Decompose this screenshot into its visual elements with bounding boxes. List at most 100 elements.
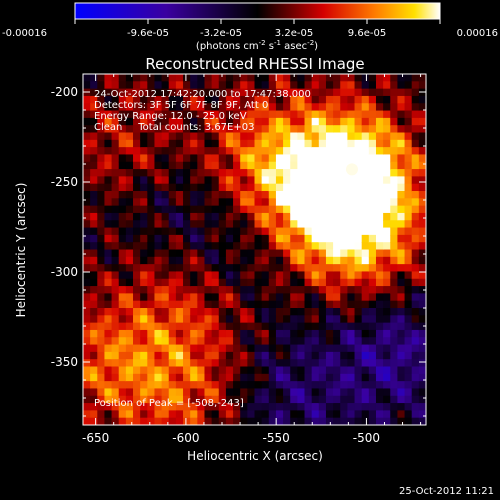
heatmap-cell (361, 315, 370, 324)
heatmap-cell (318, 242, 327, 251)
heatmap-cell (218, 117, 227, 126)
heatmap-cell (311, 264, 320, 273)
heatmap-cell (218, 286, 227, 294)
heatmap-cell (375, 381, 384, 390)
heatmap-cell (140, 220, 148, 229)
heatmap-cell (311, 110, 320, 119)
heatmap-cell (340, 278, 348, 287)
heatmap-cell (333, 351, 341, 360)
heatmap-cell (233, 264, 241, 273)
heatmap-cell (154, 329, 163, 338)
heatmap-cell (275, 183, 284, 192)
heatmap-cell (211, 220, 220, 229)
heatmap-cell (304, 403, 313, 411)
heatmap-cell (404, 278, 413, 287)
heatmap-cell (375, 300, 384, 309)
x-axis-label: Heliocentric X (arcsec) (187, 449, 323, 463)
heatmap-cell (240, 183, 248, 192)
heatmap-cell (397, 95, 406, 104)
heatmap-cell (275, 315, 284, 324)
heatmap-cell (168, 329, 177, 338)
heatmap-cell (325, 366, 334, 375)
heatmap-cell (240, 410, 248, 419)
heatmap-cell (404, 417, 413, 425)
heatmap-cell (404, 81, 413, 90)
heatmap-cell (247, 388, 256, 397)
heatmap-cell (311, 88, 320, 97)
heatmap-cell (390, 278, 399, 287)
y-axis: -200-250-300-350 (51, 73, 426, 417)
heatmap-cell (247, 337, 256, 346)
heatmap-cell (183, 139, 191, 148)
heatmap-cell (204, 286, 213, 294)
heatmap-cell (325, 256, 334, 265)
heatmap-cell (340, 95, 348, 104)
heatmap-cell (368, 176, 377, 185)
heatmap-cell (247, 278, 256, 287)
heatmap-cell (275, 139, 284, 148)
heatmap-cell (347, 74, 356, 82)
heatmap-cell (333, 381, 341, 390)
heatmap-cell (254, 278, 263, 287)
heatmap-cell (354, 191, 363, 199)
heatmap-cell (225, 300, 234, 309)
heatmap-cell (211, 132, 220, 141)
heatmap-cell (333, 220, 341, 229)
heatmap-cell (304, 329, 313, 338)
heatmap-cell (397, 139, 406, 148)
heatmap-cell (404, 205, 413, 214)
heatmap-cell (204, 322, 213, 331)
heatmap-cell (211, 103, 220, 112)
heatmap-cell (168, 117, 177, 126)
heatmap-cell (175, 286, 184, 294)
heatmap-cell (168, 183, 177, 192)
heatmap-cell (297, 403, 306, 411)
heatmap-cell (211, 183, 220, 192)
heatmap-cell (161, 308, 170, 316)
heatmap-cell (361, 227, 370, 236)
heatmap-cell (390, 220, 399, 229)
heatmap-cell (390, 176, 399, 185)
heatmap-cell (125, 103, 134, 112)
heatmap-cell (347, 315, 356, 324)
heatmap-cell (204, 410, 213, 419)
heatmap-cell (154, 344, 163, 353)
heatmap-cell (118, 110, 127, 119)
heatmap-cell (354, 95, 363, 104)
heatmap-cell (197, 381, 206, 390)
heatmap-cell (375, 212, 384, 221)
heatmap-cell (404, 403, 413, 411)
heatmap-cell (340, 351, 348, 360)
heatmap-cell (283, 286, 291, 294)
heatmap-cell (83, 132, 91, 141)
heatmap-cell (140, 198, 148, 207)
heatmap-cell (368, 154, 377, 163)
heatmap-cell (411, 95, 420, 104)
heatmap-cell (347, 154, 356, 163)
heatmap-cell (175, 176, 184, 185)
heatmap-cell (354, 227, 363, 236)
heatmap-cell (118, 373, 127, 382)
heatmap-cell (318, 103, 327, 112)
chart-title: Reconstructed RHESSI Image (145, 55, 364, 73)
heatmap-cell (240, 278, 248, 287)
heatmap-cell (90, 95, 98, 104)
heatmap-cell (233, 293, 241, 302)
heatmap-cell (275, 147, 284, 156)
heatmap-cell (225, 191, 234, 199)
heatmap-cell (233, 410, 241, 419)
heatmap-cell (118, 161, 127, 170)
heatmap-cell (133, 220, 141, 229)
heatmap-cell (125, 220, 134, 229)
heatmap-cell (125, 242, 134, 251)
heatmap-cell (340, 74, 348, 82)
heatmap-cell (304, 81, 313, 90)
heatmap-cell (383, 95, 391, 104)
heatmap-cell (104, 117, 113, 126)
heatmap-cell (390, 88, 399, 97)
heatmap-cell (318, 366, 327, 375)
heatmap-cell (354, 403, 363, 411)
heatmap-cell (368, 88, 377, 97)
heatmap-cell (225, 154, 234, 163)
heatmap-cell (140, 81, 148, 90)
